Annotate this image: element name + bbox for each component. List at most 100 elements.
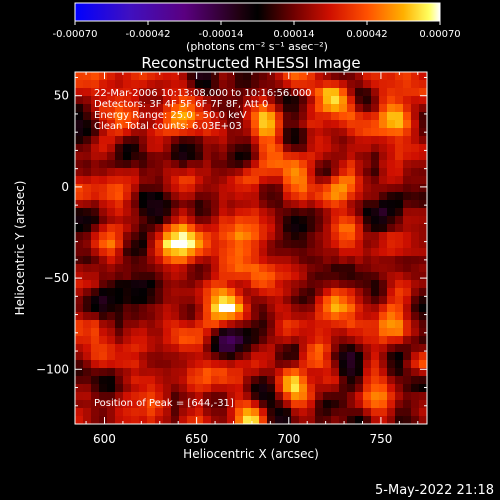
heatmap-cell: [395, 144, 404, 153]
heatmap-cell: [283, 408, 292, 417]
heatmap-cell: [315, 320, 324, 329]
heatmap-cell: [267, 328, 276, 337]
heatmap-cell: [339, 328, 348, 337]
heatmap-cell: [387, 320, 396, 329]
heatmap-cell: [155, 176, 164, 185]
heatmap-cell: [211, 328, 220, 337]
heatmap-cell: [275, 104, 284, 113]
heatmap-cell: [195, 104, 204, 113]
heatmap-cell: [195, 328, 204, 337]
heatmap-cell: [75, 288, 84, 297]
heatmap-cell: [387, 136, 396, 145]
heatmap-cell: [219, 184, 228, 193]
heatmap-cell: [283, 352, 292, 361]
heatmap-cell: [115, 352, 124, 361]
heatmap-cell: [339, 264, 348, 273]
heatmap-cell: [267, 160, 276, 169]
heatmap-cell: [243, 208, 252, 217]
heatmap-cell: [195, 400, 204, 409]
heatmap-cell: [171, 296, 180, 305]
heatmap-cell: [419, 408, 427, 417]
heatmap-cell: [251, 184, 260, 193]
heatmap-cell: [203, 224, 212, 233]
heatmap-cell: [243, 280, 252, 289]
heatmap-cell: [291, 96, 300, 105]
heatmap-cell: [363, 240, 372, 249]
heatmap-cell: [267, 416, 276, 424]
heatmap-cell: [379, 168, 388, 177]
heatmap-cell: [355, 304, 364, 313]
heatmap-cell: [155, 160, 164, 169]
heatmap-cell: [139, 248, 148, 257]
heatmap-cell: [147, 136, 156, 145]
heatmap-cell: [171, 336, 180, 345]
heatmap-cell: [163, 344, 172, 353]
heatmap-cell: [99, 320, 108, 329]
heatmap-cell: [347, 280, 356, 289]
heatmap-cell: [251, 128, 260, 137]
heatmap-cell: [203, 288, 212, 297]
heatmap-cell: [307, 384, 316, 393]
heatmap-cell: [83, 144, 92, 153]
heatmap-cell: [323, 320, 332, 329]
colorbar-units-label: (photons cm⁻² s⁻¹ asec⁻²): [186, 40, 328, 53]
heatmap-cell: [259, 384, 268, 393]
heatmap-cell: [299, 192, 308, 201]
heatmap-cell: [123, 376, 132, 385]
heatmap-cell: [131, 112, 140, 121]
heatmap-cell: [275, 168, 284, 177]
heatmap-cell: [307, 376, 316, 385]
heatmap-cell: [267, 376, 276, 385]
heatmap-cell: [395, 384, 404, 393]
heatmap-cell: [243, 272, 252, 281]
heatmap-cell: [91, 352, 100, 361]
heatmap-cell: [163, 320, 172, 329]
heatmap-cell: [379, 384, 388, 393]
heatmap-cell: [363, 304, 372, 313]
heatmap-cell: [387, 280, 396, 289]
heatmap-cell: [275, 352, 284, 361]
heatmap-cell: [195, 208, 204, 217]
heatmap-cell: [267, 264, 276, 273]
heatmap-cell: [139, 240, 148, 249]
heatmap-cell: [323, 288, 332, 297]
heatmap-cell: [163, 360, 172, 369]
heatmap-cell: [203, 256, 212, 265]
heatmap-cell: [275, 72, 284, 81]
heatmap-cell: [235, 312, 244, 321]
heatmap-cell: [179, 408, 188, 417]
heatmap-cell: [331, 216, 340, 225]
heatmap-cell: [387, 288, 396, 297]
heatmap-cell: [315, 352, 324, 361]
heatmap-cell: [299, 248, 308, 257]
heatmap-cell: [163, 184, 172, 193]
heatmap-cell: [419, 296, 427, 305]
heatmap-cell: [155, 272, 164, 281]
heatmap-cell: [131, 272, 140, 281]
heatmap-cell: [171, 320, 180, 329]
heatmap-cell: [267, 304, 276, 313]
heatmap-cell: [123, 232, 132, 241]
heatmap-cell: [123, 336, 132, 345]
heatmap-cell: [371, 216, 380, 225]
heatmap-cell: [299, 336, 308, 345]
heatmap-cell: [411, 296, 420, 305]
heatmap-cell: [411, 264, 420, 273]
heatmap-cell: [219, 360, 228, 369]
heatmap-cell: [411, 392, 420, 401]
heatmap-cell: [315, 384, 324, 393]
heatmap-cell: [107, 264, 116, 273]
heatmap-cell: [259, 368, 268, 377]
heatmap-cell: [363, 120, 372, 129]
heatmap-cell: [403, 408, 412, 417]
heatmap-cell: [267, 384, 276, 393]
heatmap-cell: [99, 416, 108, 424]
heatmap-cell: [123, 248, 132, 257]
heatmap-cell: [379, 296, 388, 305]
heatmap-cell: [411, 416, 420, 424]
heatmap-cell: [115, 168, 124, 177]
heatmap-cell: [91, 256, 100, 265]
heatmap-cell: [411, 336, 420, 345]
heatmap-cell: [363, 88, 372, 97]
heatmap-cell: [339, 288, 348, 297]
